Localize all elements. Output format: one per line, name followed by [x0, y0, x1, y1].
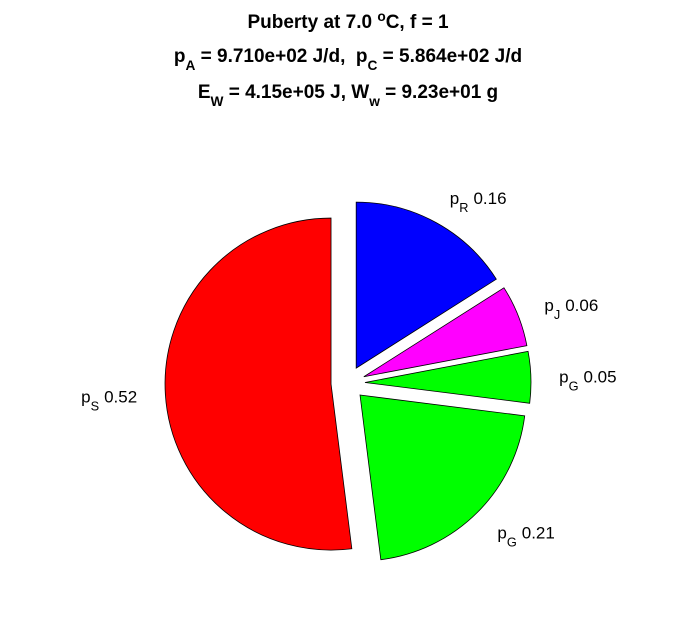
label-name: p [559, 367, 568, 386]
text-segment: = 9.710e+02 J/d, p [195, 46, 367, 67]
pie-slice [359, 394, 526, 561]
chart-title: pA = 9.710e+02 J/d, pC = 5.864e+02 J/d [174, 46, 522, 73]
subscript: A [185, 58, 195, 73]
text-segment: = 5.864e+02 J/d [377, 46, 522, 67]
text-segment: E [198, 82, 211, 103]
label-value: 0.52 [104, 387, 137, 406]
pie-slice [355, 201, 497, 369]
label-value: 0.06 [565, 296, 598, 315]
text-segment: Puberty at 7.0 [247, 12, 377, 33]
pie-slice [363, 287, 528, 378]
subscript: W [211, 94, 224, 109]
slice-label: pG 0.05 [559, 367, 616, 393]
label-name: p [544, 296, 553, 315]
label-value: 0.05 [584, 367, 617, 386]
slice-label: pJ 0.06 [544, 296, 598, 322]
label-subscript: G [507, 534, 517, 549]
superscript: o [377, 9, 385, 24]
label-name: p [450, 189, 459, 208]
chart-title: Puberty at 7.0 oC, f = 1 [247, 9, 449, 34]
text-segment: C, f = 1 [386, 12, 449, 33]
subscript: C [368, 58, 378, 73]
text-segment: = 4.15e+05 J, W [223, 82, 369, 103]
label-subscript: R [459, 199, 468, 214]
label-value: 0.21 [522, 523, 555, 542]
subscript: w [368, 94, 380, 109]
label-subscript: G [569, 378, 579, 393]
slice-label: pG 0.21 [497, 523, 554, 549]
label-name: p [497, 523, 506, 542]
chart-title: EW = 4.15e+05 J, Ww = 9.23e+01 g [198, 82, 498, 109]
pie-slice [364, 350, 532, 404]
label-name: p [81, 387, 90, 406]
text-segment: = 9.23e+01 g [380, 82, 498, 103]
slice-label: pS 0.52 [81, 387, 137, 413]
text-segment: p [174, 46, 186, 67]
pie-slice [164, 217, 353, 551]
label-subscript: J [554, 307, 560, 322]
label-value: 0.16 [473, 189, 506, 208]
label-subscript: S [91, 398, 100, 413]
slice-label: pR 0.16 [450, 189, 507, 215]
